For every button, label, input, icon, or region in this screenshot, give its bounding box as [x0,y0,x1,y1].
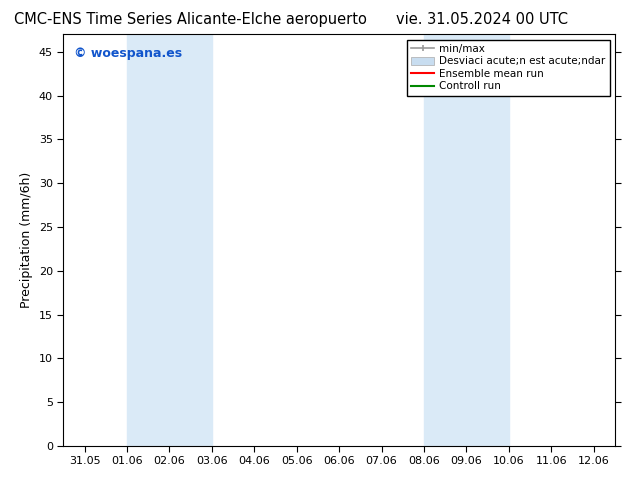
Y-axis label: Precipitation (mm/6h): Precipitation (mm/6h) [20,172,34,308]
Text: © woespana.es: © woespana.es [74,47,183,60]
Text: CMC-ENS Time Series Alicante-Elche aeropuerto: CMC-ENS Time Series Alicante-Elche aerop… [14,12,366,27]
Bar [127,34,212,446]
Bar [424,34,509,446]
Legend: min/max, Desviaci acute;n est acute;ndar, Ensemble mean run, Controll run: min/max, Desviaci acute;n est acute;ndar… [407,40,610,96]
Text: vie. 31.05.2024 00 UTC: vie. 31.05.2024 00 UTC [396,12,568,27]
